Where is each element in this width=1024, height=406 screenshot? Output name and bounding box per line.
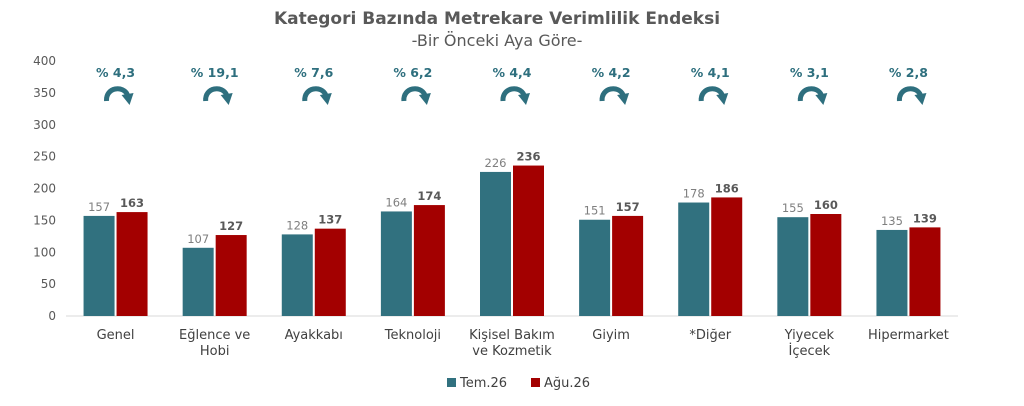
change-label: % 7,6 (294, 65, 333, 80)
legend-label-agu26: Ağu.26 (544, 376, 590, 391)
curved-arrow-icon (797, 86, 828, 105)
value-label-agu26: 163 (120, 196, 144, 210)
curved-arrow-icon (500, 86, 530, 105)
curved-arrow-icon (104, 86, 134, 105)
bar-tem26 (579, 219, 611, 316)
bars (83, 165, 941, 316)
change-label: % 4,3 (96, 65, 135, 80)
value-label-tem26: 157 (88, 200, 110, 214)
value-label-agu26: 157 (616, 200, 640, 214)
y-tick-label: 50 (41, 277, 56, 291)
bar-tem26 (281, 234, 313, 316)
bar-agu26 (314, 228, 346, 316)
bar-agu26 (413, 205, 445, 316)
x-tick-label: Teknoloji (384, 328, 441, 343)
x-tick-label: Genel (97, 328, 135, 343)
y-tick-label: 200 (33, 182, 56, 196)
bar-tem26 (380, 211, 412, 316)
value-label-tem26: 151 (584, 204, 606, 218)
value-label-agu26: 186 (715, 181, 739, 195)
value-label-tem26: 226 (485, 156, 507, 170)
value-label-tem26: 128 (286, 218, 308, 232)
value-label-tem26: 155 (782, 201, 804, 215)
value-label-tem26: 135 (881, 214, 903, 228)
bar-agu26 (116, 212, 148, 316)
y-tick-label: 250 (33, 150, 56, 164)
y-tick-label: 300 (33, 118, 56, 132)
curved-arrow-icon (203, 86, 233, 105)
curved-arrow-icon (401, 86, 431, 105)
change-label: % 2,8 (889, 65, 928, 80)
legend-swatch-agu26 (531, 378, 540, 387)
bar-tem26 (480, 171, 511, 316)
x-tick-label: *Diğer (689, 328, 731, 343)
bar-agu26 (909, 227, 941, 316)
curved-arrow-icon (698, 86, 729, 105)
change-label: % 3,1 (790, 65, 829, 80)
x-axis: Genel Eğlence ve Hobi Ayakkabı Teknoloji Kişi… (66, 315, 958, 359)
x-tick-label: Yiyecek İçecek (784, 328, 835, 359)
x-tick-label: Ayakkabı (285, 328, 343, 343)
value-label-tem26: 107 (187, 232, 209, 246)
change-label: % 19,1 (191, 65, 239, 80)
x-tick-label: Eğlence ve Hobi (179, 328, 250, 359)
bar-tem26 (777, 217, 809, 316)
value-label-agu26: 127 (219, 219, 243, 233)
bar-tem26 (876, 229, 908, 316)
value-label-tem26: 164 (385, 195, 407, 209)
y-axis: 0 50 100 150 200 250 300 350 400 (33, 54, 56, 323)
bar-agu26 (810, 214, 842, 316)
x-tick-label: Kişisel Bakım ve Kozmetik (469, 328, 555, 359)
y-tick-label: 400 (33, 54, 56, 68)
legend: Tem.26 Ağu.26 (447, 376, 590, 391)
curved-arrow-icon (599, 86, 630, 105)
bar-tem26 (182, 247, 214, 316)
curved-arrow-icon (302, 86, 332, 105)
bar-agu26 (215, 235, 247, 316)
bar-tem26 (83, 215, 115, 316)
change-label: % 6,2 (393, 65, 432, 80)
bar-agu26 (612, 215, 644, 316)
chart-subtitle: -Bir Önceki Aya Göre- (412, 31, 583, 50)
value-labels: 157 163 107 127 128 137 164 174 226 236 151 157 178 1… (88, 150, 937, 246)
x-tick-label: Giyim (592, 328, 630, 343)
bar-tem26 (678, 202, 710, 316)
value-label-agu26: 137 (318, 213, 342, 227)
y-tick-label: 350 (33, 86, 56, 100)
y-tick-label: 150 (33, 213, 56, 227)
legend-swatch-tem26 (447, 378, 456, 387)
chart-title: Kategori Bazında Metrekare Verimlilik En… (274, 9, 720, 29)
change-label: % 4,1 (691, 65, 730, 80)
y-tick-label: 0 (48, 309, 56, 323)
value-label-agu26: 160 (814, 198, 838, 212)
legend-label-tem26: Tem.26 (459, 376, 507, 391)
value-label-agu26: 174 (417, 189, 441, 203)
curved-arrow-icon (896, 86, 927, 105)
value-label-tem26: 178 (683, 187, 705, 201)
change-label: % 4,4 (492, 65, 531, 80)
change-indicators: % 4,3 % 19,1 % 7,6 % 6,2 % 4,4 % 4,2 % 4,1 % 3,… (96, 65, 928, 105)
y-tick-label: 100 (33, 245, 56, 259)
x-tick-label: Hipermarket (868, 328, 949, 343)
change-label: % 4,2 (592, 65, 631, 80)
bar-agu26 (513, 165, 544, 316)
value-label-agu26: 236 (516, 150, 540, 164)
bar-agu26 (711, 197, 743, 316)
value-label-agu26: 139 (913, 211, 937, 225)
